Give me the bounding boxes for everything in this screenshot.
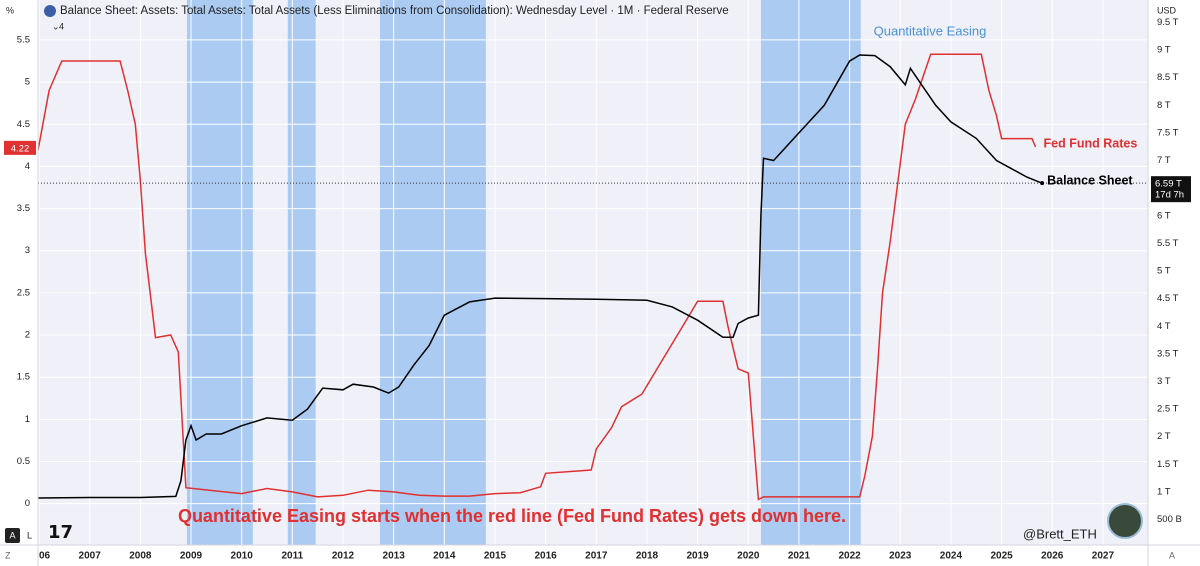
y2-tick-label: 1.5 T [1157, 459, 1179, 470]
y-tick-label: 0.5 [17, 456, 30, 467]
x-tick-label: 2026 [1041, 551, 1064, 562]
x-tick-label: 2007 [79, 551, 102, 562]
x-tick-label: 06 [39, 551, 51, 562]
x-tick-label: 2011 [281, 551, 303, 562]
x-tick-label: 2008 [129, 551, 152, 562]
right-unit: USD [1157, 5, 1177, 15]
y2-tick-label: 8 T [1157, 100, 1171, 111]
indicator-count: 4 [59, 21, 64, 31]
y2-tick-label: 4 T [1157, 321, 1171, 332]
series-label: Fed Fund Rates [1044, 136, 1138, 150]
y2-tick-label: 500 B [1157, 514, 1182, 525]
y2-tick-label: 3.5 T [1157, 348, 1179, 359]
flag-icon [44, 5, 56, 17]
series-line [37, 54, 1043, 499]
y-tick-label: 2 [25, 330, 30, 341]
log-button[interactable]: L [27, 530, 32, 540]
x-tick-label: 2010 [231, 551, 254, 562]
y2-tick-label: 9 T [1157, 45, 1171, 56]
y2-tick-label: 4.5 T [1157, 293, 1179, 304]
left-axis-panel [0, 0, 38, 566]
series-label: Balance Sheet [1047, 173, 1133, 187]
y2-tick-label: 2.5 T [1157, 404, 1179, 415]
qe-region [379, 0, 486, 545]
x-tick-label: 2009 [180, 551, 203, 562]
y2-tick-label: 5 T [1157, 266, 1171, 277]
x-tick-label: 2021 [788, 551, 811, 562]
annotation: Quantitative Easing [874, 23, 987, 38]
auto-button[interactable] [5, 528, 20, 543]
avatar [1107, 503, 1143, 539]
y-tick-label: 2.5 [17, 287, 30, 298]
indicator-toggle[interactable]: ⌄ [52, 21, 60, 31]
y2-tick-label: 6 T [1157, 210, 1171, 221]
last-point [1040, 181, 1045, 186]
current-value-box [1151, 176, 1191, 203]
tv-logo: 𝟭𝟳 [48, 522, 73, 542]
x-tick-label: 2025 [990, 551, 1013, 562]
y-tick-label: 3 [25, 245, 30, 256]
y-tick-label: 5.5 [17, 34, 30, 45]
current-value-box [4, 140, 36, 155]
x-tick-label: 2020 [737, 551, 760, 562]
y2-tick-label: 2 T [1157, 431, 1171, 442]
y2-tick-label: 7.5 T [1157, 127, 1179, 138]
time-axis-panel [0, 545, 1200, 566]
current-value-label: 4.22 [11, 143, 30, 154]
x-tick-label: 2018 [636, 551, 659, 562]
left-unit: % [6, 5, 14, 15]
chart-title: Balance Sheet: Assets: Total Assets: Tot… [60, 5, 729, 17]
y-tick-label: 4.5 [17, 119, 30, 130]
x-tick-label: 2023 [889, 551, 912, 562]
x-tick-label: 2019 [686, 551, 709, 562]
x-tick-label: 2024 [940, 551, 963, 562]
y2-tick-label: 7 T [1157, 155, 1171, 166]
y2-tick-label: 3 T [1157, 376, 1171, 387]
x-tick-label: 2012 [332, 551, 355, 562]
auto-right-button[interactable]: A [1169, 550, 1175, 560]
zoom-button[interactable]: Z [5, 550, 11, 560]
y2-tick-label: 1 T [1157, 486, 1171, 497]
y-tick-label: 1.5 [17, 372, 30, 383]
right-axis-panel [1148, 0, 1200, 566]
qe-region [760, 0, 861, 545]
y-tick-label: 1 [25, 414, 30, 425]
current-value-label: 6.59 T [1155, 179, 1182, 190]
y2-tick-label: 8.5 T [1157, 72, 1179, 83]
y-tick-label: 0 [25, 498, 30, 509]
annotation: Quantitative Easing starts when the red … [178, 506, 846, 526]
y2-tick-label: 9.5 T [1157, 17, 1179, 28]
y2-tick-label: 5.5 T [1157, 238, 1179, 249]
x-tick-label: 2022 [838, 551, 861, 562]
countdown-label: 17d 7h [1155, 190, 1184, 201]
x-tick-label: 2015 [484, 551, 507, 562]
y-tick-label: 3.5 [17, 203, 30, 214]
x-tick-label: 2016 [535, 551, 558, 562]
x-tick-label: 2027 [1092, 551, 1115, 562]
plot [37, 0, 1148, 545]
y-tick-label: 4 [25, 161, 30, 172]
y-tick-label: 5 [25, 77, 30, 88]
series-line [37, 53, 1037, 501]
x-tick-label: 2017 [585, 551, 608, 562]
auto-button-label: A [9, 530, 15, 540]
x-tick-label: 2013 [383, 551, 406, 562]
watermark: @Brett_ETH [1023, 526, 1097, 541]
x-tick-label: 2014 [433, 551, 456, 562]
